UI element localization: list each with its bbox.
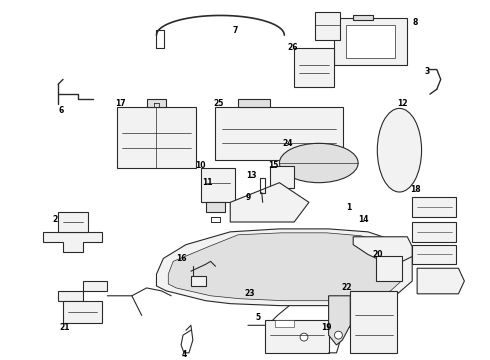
Text: 22: 22 xyxy=(341,283,351,292)
Polygon shape xyxy=(230,183,309,222)
Polygon shape xyxy=(63,301,102,323)
Text: 7: 7 xyxy=(232,26,238,35)
Text: 17: 17 xyxy=(115,99,125,108)
Polygon shape xyxy=(168,233,402,301)
Polygon shape xyxy=(58,212,88,232)
Polygon shape xyxy=(270,166,294,188)
Text: 15: 15 xyxy=(269,161,279,170)
Text: 6: 6 xyxy=(58,106,64,115)
Text: 26: 26 xyxy=(287,44,297,53)
Text: 14: 14 xyxy=(358,215,368,224)
Text: 1: 1 xyxy=(345,203,351,212)
Text: 16: 16 xyxy=(176,254,186,263)
Polygon shape xyxy=(350,291,397,353)
Text: 23: 23 xyxy=(245,289,255,298)
Text: 9: 9 xyxy=(245,193,250,202)
Polygon shape xyxy=(206,202,225,212)
Polygon shape xyxy=(412,222,457,242)
Text: 19: 19 xyxy=(321,323,332,332)
Text: 21: 21 xyxy=(60,323,70,332)
Polygon shape xyxy=(238,99,270,107)
Ellipse shape xyxy=(279,143,358,183)
Text: 12: 12 xyxy=(397,99,408,108)
Polygon shape xyxy=(274,320,294,327)
Polygon shape xyxy=(216,107,343,160)
Text: 24: 24 xyxy=(282,139,293,148)
Polygon shape xyxy=(329,296,350,345)
Polygon shape xyxy=(43,232,102,252)
Polygon shape xyxy=(353,237,412,261)
Polygon shape xyxy=(376,256,402,281)
Polygon shape xyxy=(412,245,457,264)
Polygon shape xyxy=(315,13,341,40)
Polygon shape xyxy=(265,320,329,353)
Polygon shape xyxy=(417,268,465,294)
Polygon shape xyxy=(346,25,395,58)
Text: 4: 4 xyxy=(181,350,187,359)
Text: 2: 2 xyxy=(52,215,58,224)
Polygon shape xyxy=(191,276,206,286)
Polygon shape xyxy=(117,107,196,168)
Text: 13: 13 xyxy=(246,171,257,180)
Text: 11: 11 xyxy=(202,178,213,187)
Polygon shape xyxy=(334,18,407,65)
Text: 5: 5 xyxy=(255,313,260,322)
Polygon shape xyxy=(201,168,235,202)
Text: 10: 10 xyxy=(196,161,206,170)
Polygon shape xyxy=(58,281,107,301)
Circle shape xyxy=(300,333,308,341)
Text: 8: 8 xyxy=(413,18,418,27)
Polygon shape xyxy=(353,15,373,21)
Text: 3: 3 xyxy=(424,67,430,76)
Polygon shape xyxy=(294,48,334,87)
Text: 18: 18 xyxy=(410,185,420,194)
Polygon shape xyxy=(156,229,412,306)
Circle shape xyxy=(335,331,343,339)
Text: 25: 25 xyxy=(213,99,223,108)
Polygon shape xyxy=(147,99,166,107)
Polygon shape xyxy=(412,197,457,217)
Ellipse shape xyxy=(377,108,421,192)
Text: 20: 20 xyxy=(372,250,383,259)
